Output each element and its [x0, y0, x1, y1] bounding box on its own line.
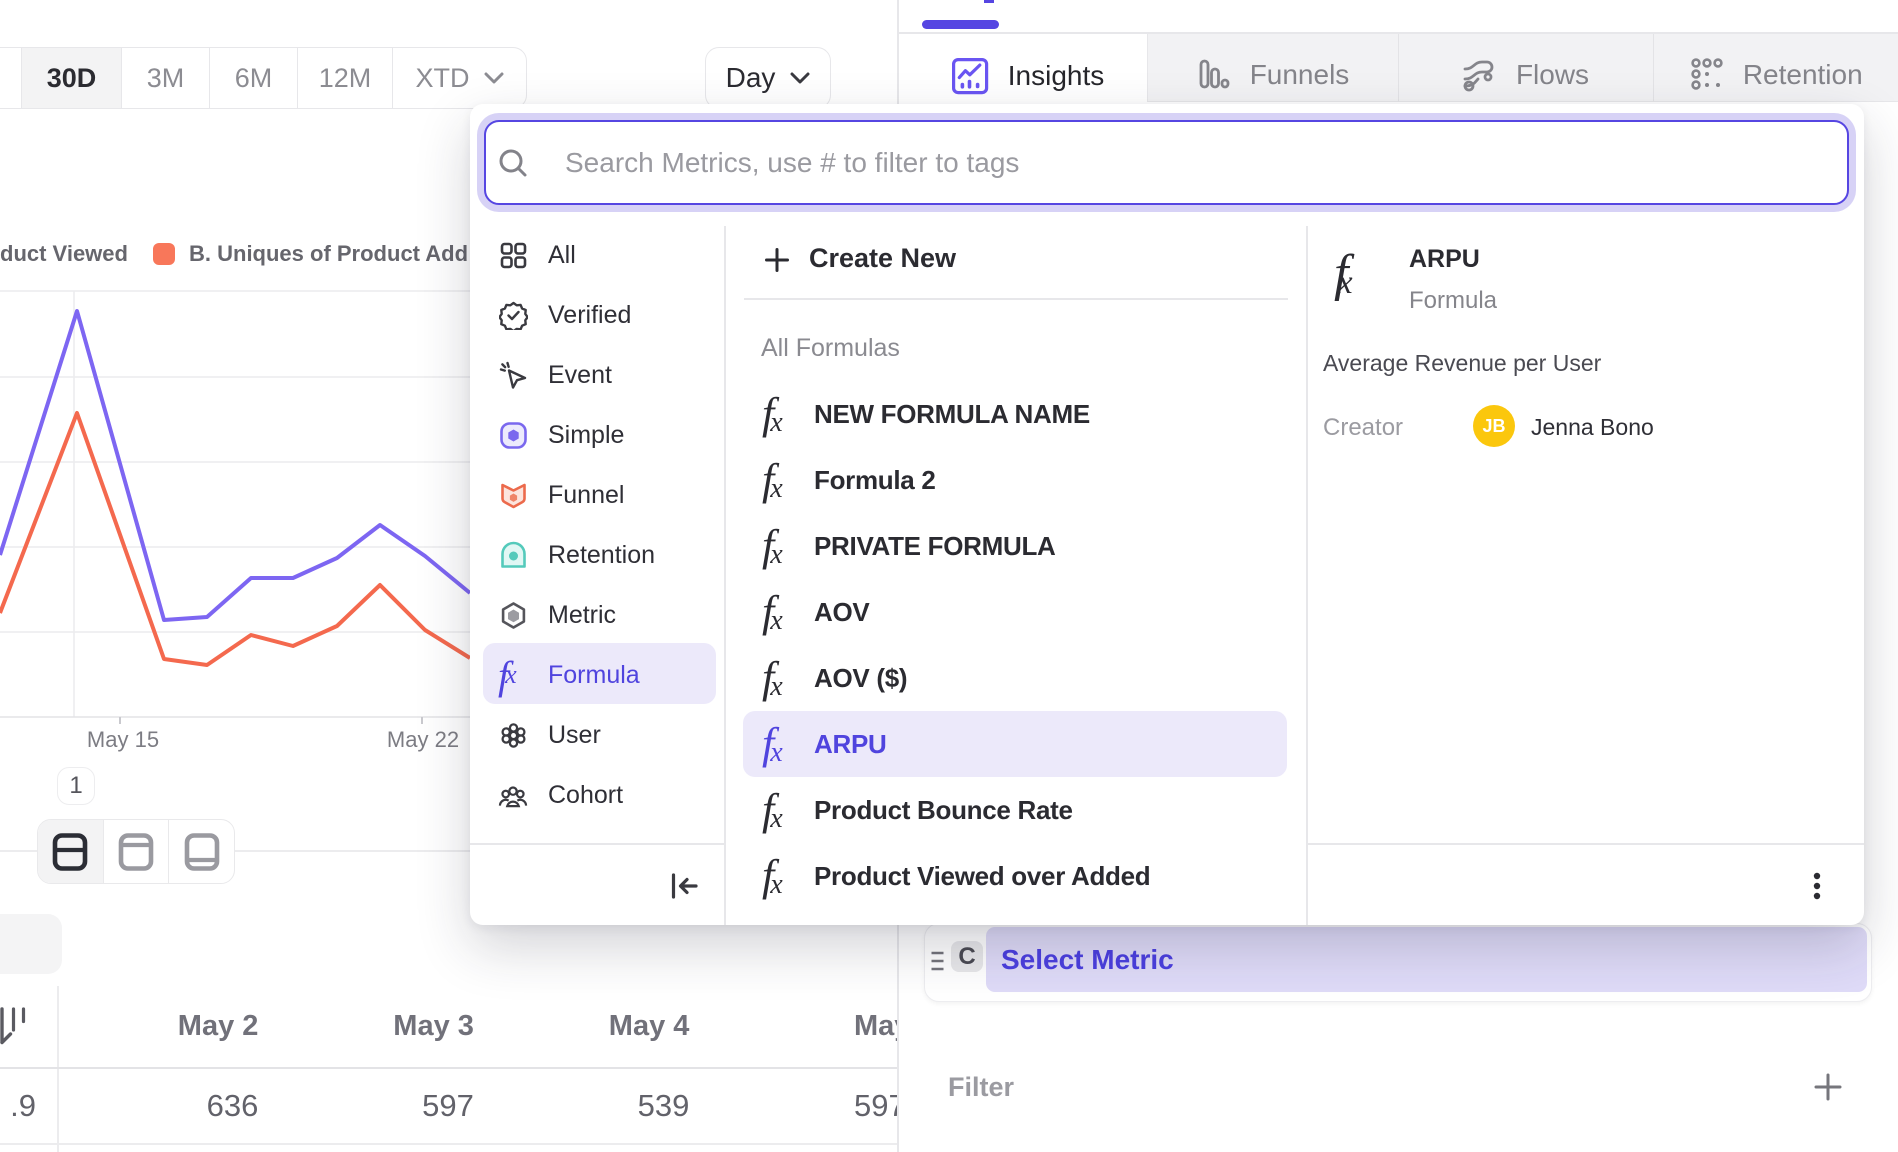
- svg-text:May 22: May 22: [387, 727, 459, 752]
- svg-text:May 15: May 15: [87, 727, 159, 752]
